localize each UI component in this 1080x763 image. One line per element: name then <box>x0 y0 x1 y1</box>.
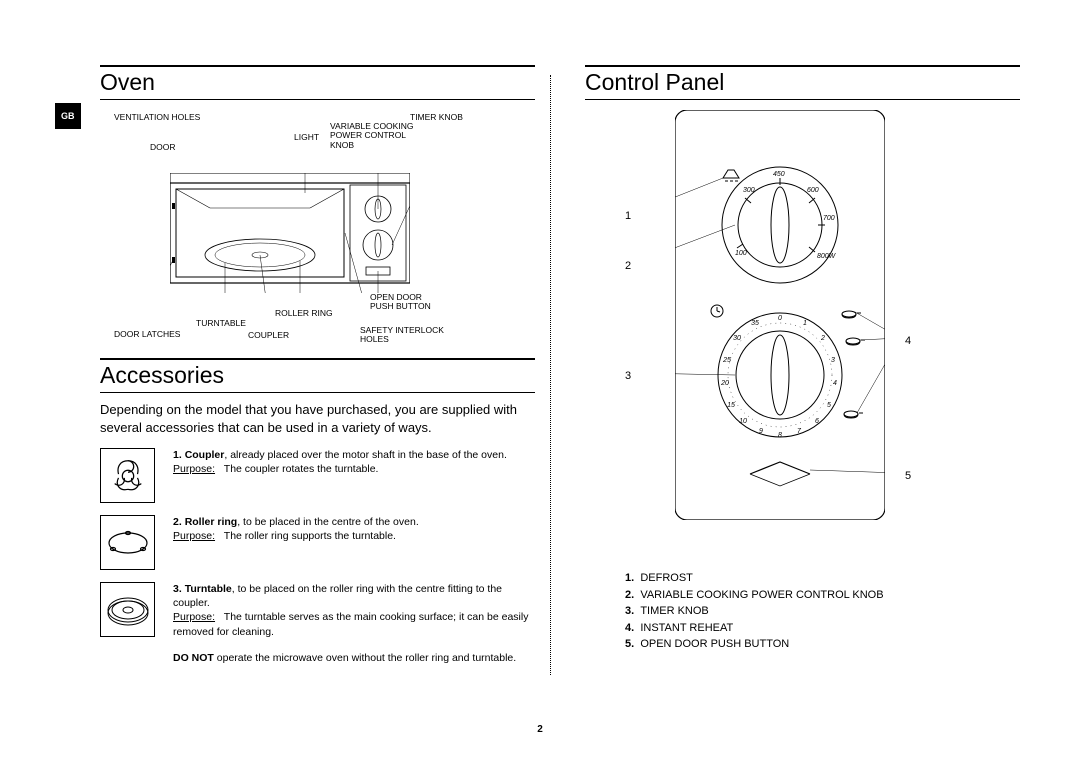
label-roller: ROLLER RING <box>275 308 333 318</box>
accessories-intro: Depending on the model that you have pur… <box>100 401 535 436</box>
label-latches: DOOR LATCHES <box>114 329 180 339</box>
acc1-num: 1. <box>173 449 182 461</box>
warn-bold: DO NOT <box>173 652 214 664</box>
svg-text:10: 10 <box>739 418 747 425</box>
acc3-num: 3. <box>173 583 182 595</box>
turntable-icon <box>100 582 155 637</box>
svg-text:3: 3 <box>831 357 835 364</box>
acc1-name: Coupler <box>185 449 225 461</box>
label-varcook: VARIABLE COOKING POWER CONTROL KNOB <box>330 122 420 150</box>
column-divider <box>550 75 551 675</box>
gb-badge: GB <box>55 103 81 129</box>
acc1-desc: , already placed over the motor shaft in… <box>224 449 507 461</box>
label-opendoor: OPEN DOOR PUSH BUTTON <box>370 293 440 312</box>
oven-heading: Oven <box>100 65 535 100</box>
callout-4: 4 <box>905 335 911 347</box>
acc1-plabel: Purpose: <box>173 463 215 475</box>
legend-item: 3. TIMER KNOB <box>625 603 1020 620</box>
callout-1: 1 <box>625 210 631 222</box>
coupler-icon <box>100 448 155 503</box>
roller-ring-icon <box>100 515 155 570</box>
control-panel-svg: 100 300 450 600 700 800W <box>675 110 885 520</box>
svg-text:30: 30 <box>733 335 741 342</box>
svg-text:300: 300 <box>743 187 755 194</box>
label-turntable: TURNTABLE <box>196 318 246 328</box>
label-vent: VENTILATION HOLES <box>114 112 200 122</box>
callout-5: 5 <box>905 470 911 482</box>
left-column: GB Oven VENTILATION HOLES DOOR LIGHT TIM… <box>100 65 555 665</box>
warn-rest: operate the microwave oven without the r… <box>214 652 516 664</box>
acc3-name: Turntable <box>185 583 232 595</box>
acc2-desc: , to be placed in the centre of the oven… <box>237 516 419 528</box>
svg-text:20: 20 <box>720 380 729 387</box>
acc2-num: 2. <box>173 516 182 528</box>
svg-text:6: 6 <box>815 418 819 425</box>
svg-text:700: 700 <box>823 215 835 222</box>
svg-text:100: 100 <box>735 250 747 257</box>
accessories-heading: Accessories <box>100 358 535 393</box>
legend-item: 2. VARIABLE COOKING POWER CONTROL KNOB <box>625 587 1020 604</box>
svg-text:1: 1 <box>803 320 807 327</box>
page: GB Oven VENTILATION HOLES DOOR LIGHT TIM… <box>0 0 1080 685</box>
right-column: Control Panel 1 2 3 4 5 100 300 <box>555 65 1020 665</box>
legend-item: 4. INSTANT REHEAT <box>625 620 1020 637</box>
control-legend: 1. DEFROST 2. VARIABLE COOKING POWER CON… <box>625 570 1020 653</box>
label-light: LIGHT <box>294 132 319 142</box>
svg-text:600: 600 <box>807 187 819 194</box>
label-safety: SAFETY INTERLOCK HOLES <box>360 326 460 345</box>
control-panel-heading: Control Panel <box>585 65 1020 100</box>
label-door: DOOR <box>150 142 176 152</box>
callout-3: 3 <box>625 370 631 382</box>
svg-text:7: 7 <box>797 428 802 435</box>
control-panel-diagram: 1 2 3 4 5 100 300 450 600 <box>615 110 935 550</box>
svg-text:35: 35 <box>751 320 759 327</box>
acc3-plabel: Purpose: <box>173 611 215 623</box>
acc2-plabel: Purpose: <box>173 530 215 542</box>
callout-2: 2 <box>625 260 631 272</box>
svg-text:8: 8 <box>778 432 782 439</box>
acc3-purpose: The turntable serves as the main cooking… <box>173 611 528 637</box>
legend-item: 1. DEFROST <box>625 570 1020 587</box>
svg-text:9: 9 <box>759 428 763 435</box>
label-timer: TIMER KNOB <box>410 112 463 122</box>
accessory-text-2: 2. Roller ring, to be placed in the cent… <box>173 515 419 570</box>
page-number: 2 <box>0 724 1080 735</box>
acc2-purpose: The roller ring supports the turntable. <box>224 530 396 542</box>
oven-svg <box>170 173 410 293</box>
accessory-text-3: 3. Turntable, to be placed on the roller… <box>173 582 535 639</box>
label-coupler: COUPLER <box>248 330 289 340</box>
oven-diagram: VENTILATION HOLES DOOR LIGHT TIMER KNOB … <box>100 108 490 358</box>
svg-text:0: 0 <box>778 315 782 322</box>
accessory-row-1: 1. Coupler, already placed over the moto… <box>100 448 535 503</box>
svg-text:450: 450 <box>773 171 785 178</box>
svg-text:2: 2 <box>820 335 825 342</box>
accessory-text-1: 1. Coupler, already placed over the moto… <box>173 448 507 503</box>
svg-text:800W: 800W <box>817 253 837 260</box>
accessory-row-3: 3. Turntable, to be placed on the roller… <box>100 582 535 639</box>
acc2-name: Roller ring <box>185 516 238 528</box>
accessory-row-2: 2. Roller ring, to be placed in the cent… <box>100 515 535 570</box>
svg-text:5: 5 <box>827 402 831 409</box>
warning: DO NOT operate the microwave oven withou… <box>173 651 535 665</box>
svg-text:4: 4 <box>833 380 837 387</box>
svg-text:15: 15 <box>727 402 735 409</box>
acc1-purpose: The coupler rotates the turntable. <box>224 463 379 475</box>
legend-item: 5. OPEN DOOR PUSH BUTTON <box>625 636 1020 653</box>
